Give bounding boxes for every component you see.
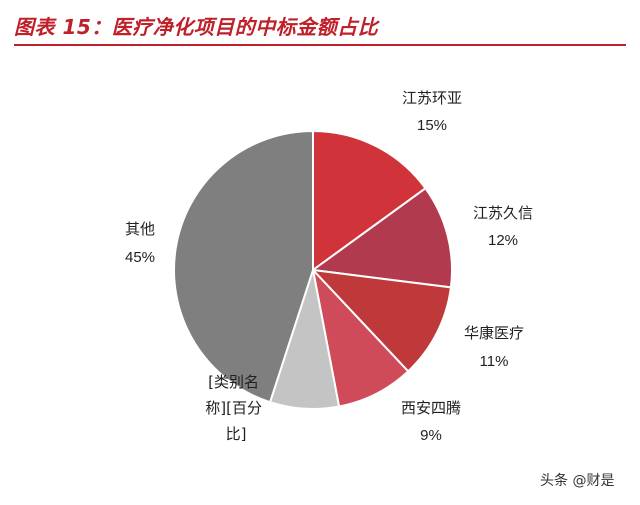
pie-slices bbox=[173, 129, 453, 410]
slice-label-huakang: 华康医疗 bbox=[464, 324, 524, 342]
slice-value-jiangsu-huanya: 15% bbox=[417, 117, 447, 134]
placeholder-line-3: 比] bbox=[226, 425, 247, 443]
slice-label-others: 其他 bbox=[125, 220, 155, 238]
slice-label-jiangsu-huanya: 江苏环亚 bbox=[402, 89, 462, 107]
slice-value-xian-siteng: 9% bbox=[420, 427, 442, 444]
slice-label-jiangsu-jiuxin: 江苏久信 bbox=[473, 204, 533, 222]
slice-value-others: 45% bbox=[125, 249, 155, 266]
slice-label-placeholder: [类别名 称][百分 比] bbox=[205, 373, 267, 443]
title-bar: 图表 15：医疗净化项目的中标金额占比 bbox=[14, 6, 626, 44]
title-divider bbox=[14, 44, 626, 46]
watermark: 头条 @财是 bbox=[540, 473, 615, 489]
page-title: 图表 15：医疗净化项目的中标金额占比 bbox=[14, 14, 379, 39]
pie-slice-5 bbox=[173, 129, 314, 404]
placeholder-line-2: 称][百分 bbox=[205, 399, 262, 417]
pie-slice-3 bbox=[311, 266, 410, 408]
slice-label-xian-siteng: 西安四腾 bbox=[401, 399, 461, 417]
slice-value-jiangsu-jiuxin: 12% bbox=[488, 232, 518, 249]
pie-slice-1 bbox=[310, 186, 453, 289]
placeholder-line-1: [类别名 bbox=[208, 373, 259, 391]
pie-slice-2 bbox=[310, 268, 453, 373]
slice-value-huakang: 11% bbox=[480, 353, 509, 370]
pie-slice-0 bbox=[312, 129, 427, 272]
